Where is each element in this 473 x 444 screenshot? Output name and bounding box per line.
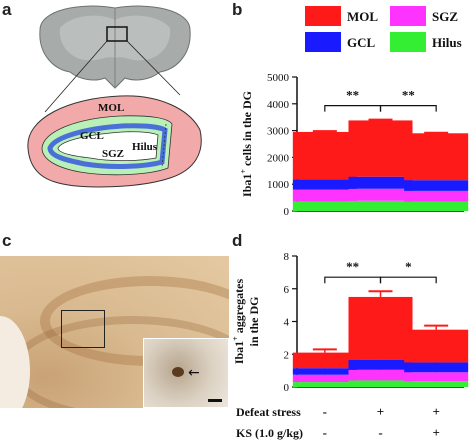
chart-d-sig-label: * — [405, 259, 412, 274]
chart-d-bar-sgz-1 — [348, 369, 413, 381]
chart-b-ytick-label: 3000 — [267, 126, 290, 138]
chart-b-bar-hilus-1 — [348, 200, 413, 211]
chart-d-bar-mol-2 — [404, 329, 469, 363]
chart-d-bar-gcl-1 — [348, 359, 413, 370]
legend-swatch-gcl — [305, 32, 341, 52]
condition-value-1-0: - — [323, 425, 327, 440]
panel-letter-c: c — [2, 231, 12, 250]
micrograph-inset: ← — [143, 338, 229, 408]
chart-d-sig-label: ** — [346, 259, 359, 274]
panel-letter-b: b — [232, 0, 243, 19]
micrograph-image: ← — [0, 256, 229, 408]
chart-b-bar-gcl-1 — [348, 176, 413, 189]
chart-d-bar-hilus-1 — [348, 380, 413, 387]
chart-d-bar-sgz-2 — [404, 372, 469, 382]
chart-d-bar-hilus-0 — [292, 382, 357, 387]
region-box — [106, 26, 128, 42]
dentate-gyrus-diagram — [27, 95, 202, 188]
condition-value-0-0: - — [323, 404, 327, 419]
chart-b-ytick-label: 0 — [284, 206, 290, 218]
diagram-label-mol: MOL — [98, 102, 124, 114]
condition-value-0-1: + — [377, 404, 384, 419]
panel-letter-a: a — [2, 0, 12, 19]
arrow-left-icon: ← — [188, 365, 200, 381]
chart-b-sig-bracket — [324, 105, 382, 112]
chart-d-sig-bracket — [324, 276, 382, 284]
chart-b-bar-hilus-2 — [404, 201, 469, 211]
chart-b-bar-sgz-0 — [292, 189, 357, 202]
chart-b-sig-label: ** — [402, 88, 415, 103]
scale-bar — [208, 399, 222, 402]
chart-b-bar-sgz-2 — [404, 190, 469, 202]
chart-b-ytick-label: 1000 — [267, 179, 290, 191]
chart-d-bar-sgz-0 — [292, 374, 357, 383]
legend-swatch-sgz — [390, 6, 426, 26]
chart-d-bar-mol-0 — [292, 352, 357, 369]
chart-b-ylabel: Iba1+ cells in the DG — [239, 91, 254, 197]
chart-d-ytick-label: 4 — [284, 317, 290, 329]
chart-b-bar-gcl-2 — [404, 180, 469, 191]
chart-d-ytick-label: 6 — [284, 284, 290, 296]
legend-label-sgz: SGZ — [432, 9, 458, 24]
diagram-label-hilus: Hilus — [132, 141, 158, 153]
chart-d-ylabel: Iba1+ aggregates — [231, 279, 246, 365]
chart-b-bar-mol-0 — [292, 131, 357, 180]
chart-b-bar-hilus-0 — [292, 201, 357, 211]
chart-b-ytick-label: 4000 — [267, 99, 290, 111]
micrograph-region-box — [61, 310, 105, 348]
condition-value-1-1: - — [378, 425, 382, 440]
diagram-label-sgz: SGZ — [102, 148, 124, 160]
condition-label-0: Defeat stress — [236, 405, 301, 419]
chart-d-ytick-label: 2 — [284, 349, 290, 361]
chart-d-bar-mol-1 — [348, 296, 413, 360]
chart-b-bar-sgz-1 — [348, 188, 413, 201]
brain-slice-icon — [39, 5, 191, 113]
chart-b-bar-mol-2 — [404, 133, 469, 181]
chart-b-ytick-label: 5000 — [267, 72, 290, 84]
chart-b-sig-bracket — [379, 105, 437, 112]
chart-b-ytick-label: 2000 — [267, 152, 290, 164]
chart-d-bar-hilus-2 — [404, 381, 469, 387]
chart-b-bar-mol-1 — [348, 120, 413, 177]
diagram-label-gcl: GCL — [80, 130, 104, 142]
panel-letter-d: d — [232, 231, 243, 250]
legend-label-gcl: GCL — [347, 35, 376, 50]
chart-b-bar-gcl-0 — [292, 179, 357, 190]
legend-label-hilus: Hilus — [432, 35, 462, 50]
condition-value-0-2: + — [432, 404, 439, 419]
legend-swatch-hilus — [390, 32, 426, 52]
legend-label-mol: MOL — [347, 9, 378, 24]
chart-d-ytick-label: 0 — [284, 382, 290, 394]
condition-value-1-2: + — [432, 425, 439, 440]
chart-d-bar-gcl-2 — [404, 362, 469, 373]
chart-d-sig-bracket — [379, 276, 437, 284]
chart-d-bar-gcl-0 — [292, 368, 357, 375]
chart-d-ytick-label: 8 — [284, 251, 290, 263]
chart-d-ylabel-line2: in the DG — [247, 296, 261, 346]
legend-swatch-mol — [305, 6, 341, 26]
chart-b-sig-label: ** — [346, 88, 359, 103]
condition-label-1: KS (1.0 g/kg) — [236, 426, 303, 440]
